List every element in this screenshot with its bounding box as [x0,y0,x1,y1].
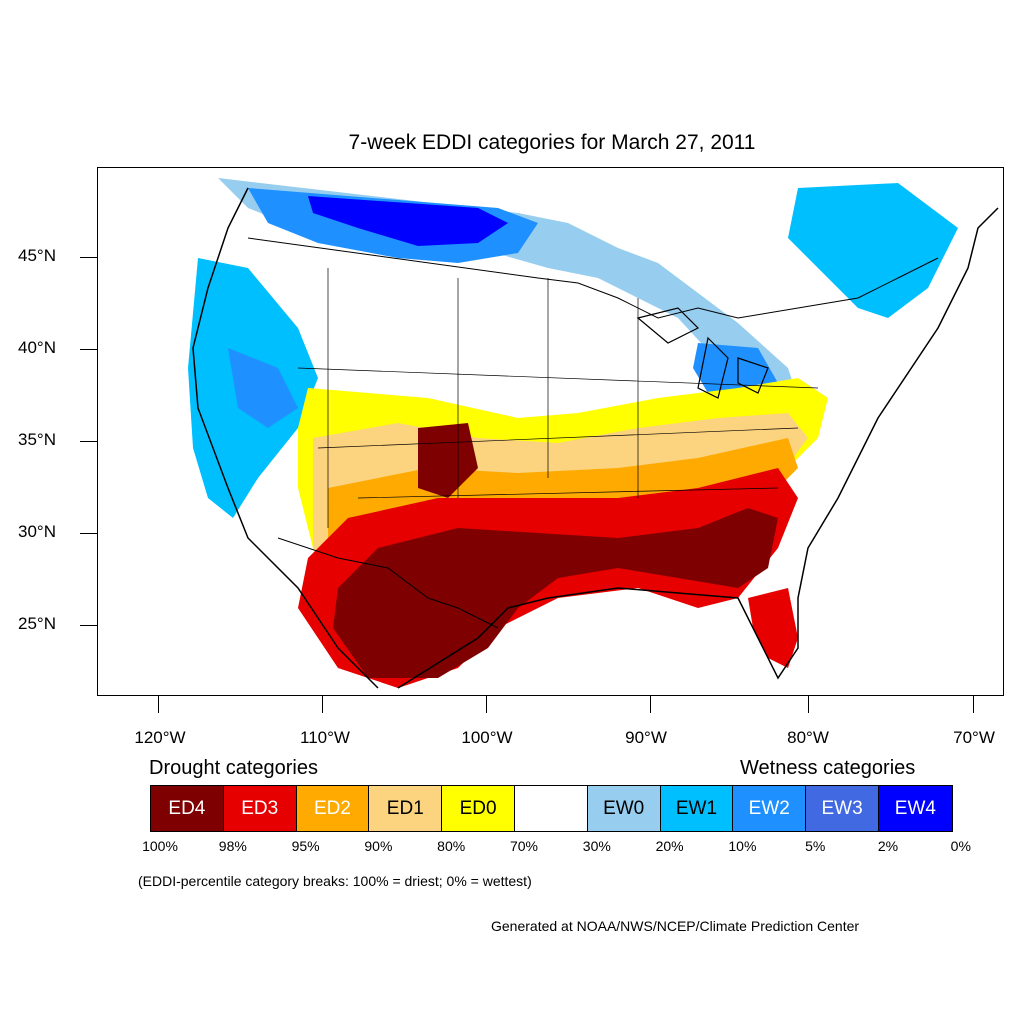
percentile-label: 30% [582,838,611,854]
drought-ed4 [333,508,778,678]
legend-box-ed0: ED0 [442,786,515,831]
wet-region-west-core [228,348,298,428]
legend-box-ed4: ED4 [151,786,224,831]
percentile-label: 95% [291,838,320,854]
legend-box-ew2: EW2 [733,786,807,831]
great-lakes-outline [636,307,769,399]
percentile-label: 100% [142,838,178,854]
legend-box-ed1: ED1 [369,786,443,831]
coastline [192,187,999,689]
wetness-heading: Wetness categories [740,757,916,779]
legend-box-ew1: EW1 [660,786,734,831]
lon-tick [486,696,487,713]
lon-label-90w: 90°W [625,728,667,747]
percentile-label: 20% [655,838,684,854]
lon-label-120w: 120°W [134,728,186,747]
lat-tick [80,441,97,442]
credit-line: Generated at NOAA/NWS/NCEP/Climate Predi… [491,918,860,934]
percentile-label: 2% [877,838,899,854]
wet-region-northeast [788,183,958,318]
lon-tick [808,696,809,713]
map-panel [97,167,1004,696]
us-mexico-border [277,537,499,629]
lat-tick [80,349,97,350]
category-note: (EDDI-percentile category breaks: 100% =… [138,873,532,889]
lat-label-45: 45°N [18,246,56,265]
lat-tick [80,257,97,258]
lat-label-30: 30°N [18,522,56,541]
lon-label-110w: 110°W [300,728,350,747]
lon-label-70w: 70°W [953,728,995,747]
lat-label-40: 40°N [18,338,56,357]
legend-box-neutral [514,786,588,831]
lon-tick [973,696,974,713]
lon-tick [322,696,323,713]
percentile-label: 90% [364,838,393,854]
map-title: 7-week EDDI categories for March 27, 201… [348,131,756,154]
percentile-label: 5% [805,838,826,854]
us-canada-border [247,237,939,319]
percentile-label: 98% [218,838,247,854]
wet-region-north-deep [308,196,508,246]
lon-tick [158,696,159,713]
legend-box-ed3: ED3 [223,786,297,831]
percentile-label: 70% [509,838,539,854]
legend-box-ed2: ED2 [296,786,370,831]
lat-tick [80,625,97,626]
legend-box-ew0: EW0 [587,786,661,831]
lon-label-100w: 100°W [461,728,513,747]
percentile-label: 80% [437,838,466,854]
lat-tick [80,533,97,534]
eddi-map [188,178,999,689]
percentile-label: 0% [950,838,971,854]
lon-label-80w: 80°W [787,728,829,747]
legend-box-ew4: EW4 [878,786,952,831]
legend-color-bar: ED4 ED3 ED2 ED1 ED0 EW0 EW1 EW2 EW3 EW4 [150,785,953,832]
drought-ed3-florida [748,588,798,668]
percentile-label: 10% [728,838,757,854]
drought-heading: Drought categories [149,757,318,779]
lat-label-25: 25°N [18,614,56,633]
legend-box-ew3: EW3 [806,786,879,831]
state-borders [297,268,819,528]
lat-label-35: 35°N [18,430,56,449]
lon-tick [650,696,651,713]
